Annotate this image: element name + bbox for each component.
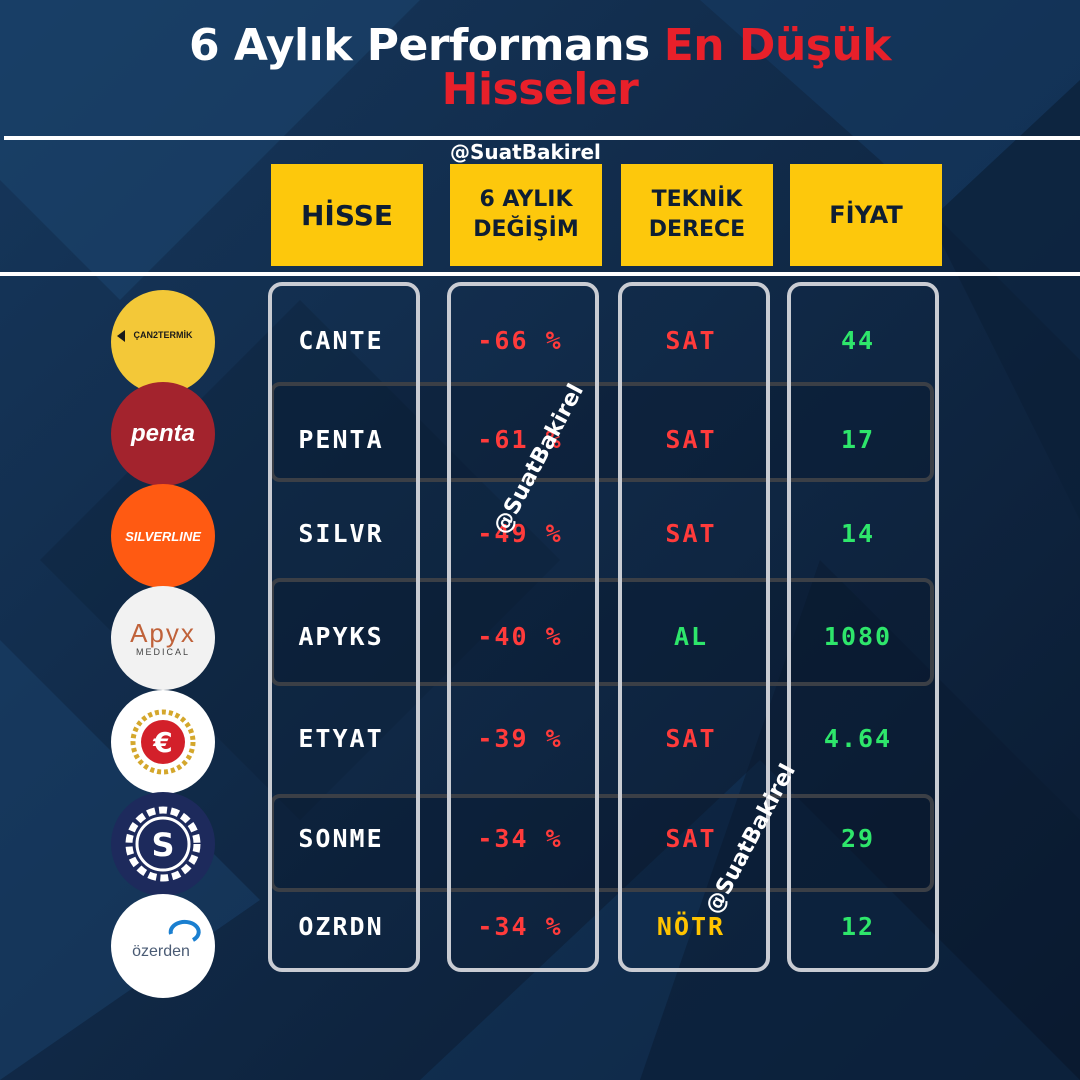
rating-cell: SAT (665, 724, 717, 753)
sonme-logo-text: S (151, 826, 174, 864)
change-cell: -34 % (477, 912, 563, 941)
column-frame-hisse (268, 282, 420, 972)
rating-cell: SAT (665, 519, 717, 548)
cante-logo-text: ÇAN2TERMİK (133, 330, 193, 340)
ticker-cell: SILVR (298, 519, 384, 548)
logo-penta: penta (111, 382, 215, 486)
column-frame-degisim (447, 282, 599, 972)
logo-ozerden: özerden (111, 894, 215, 998)
change-cell: -61 % (477, 425, 563, 454)
rating-cell: NÖTR (656, 912, 726, 941)
row-band-apyks (270, 578, 934, 686)
change-cell: -40 % (477, 622, 563, 651)
row-band-sonme (270, 794, 934, 892)
ticker-cell: CANTE (298, 326, 384, 355)
header-hisse-label: HİSSE (300, 198, 394, 232)
logo-silverline: SILVERLINE (111, 484, 215, 588)
logo-etyat: € (111, 690, 215, 794)
rating-cell: SAT (665, 425, 717, 454)
header-divider (0, 272, 1080, 276)
title-line-1: 6 Aylık Performans En Düşük (0, 22, 1080, 70)
header-teknik: TEKNİK DERECE (621, 164, 773, 266)
ozerden-logo-text: özerden (132, 943, 190, 960)
gear-icon: S (125, 806, 201, 882)
title-line-2: Hisseler (441, 64, 639, 115)
ticker-cell: SONME (298, 824, 384, 853)
euro-wreath-icon: € (130, 709, 196, 775)
header-degisim-line2: DEĞİŞİM (473, 217, 579, 242)
logo-apyx: Apyx MEDICAL (111, 586, 215, 690)
price-cell: 1080 (823, 622, 893, 651)
price-cell: 4.64 (823, 724, 893, 753)
rating-cell: SAT (665, 326, 717, 355)
ticker-cell: PENTA (298, 425, 384, 454)
ticker-cell: APYKS (298, 622, 384, 651)
title-white: 6 Aylık Performans (188, 20, 650, 71)
header-fiyat-label: FİYAT (829, 201, 903, 229)
apyx-logo-subtext: MEDICAL (135, 647, 190, 657)
column-frame-fiyat (787, 282, 939, 972)
price-cell: 44 (840, 326, 876, 355)
logo-cante: ÇAN2TERMİK (111, 290, 215, 394)
title-red: En Düşük (663, 20, 892, 71)
header-teknik-line1: TEKNİK (651, 187, 743, 212)
logo-sonme: S (111, 792, 215, 896)
cante-logo-icon: ÇAN2TERMİK (117, 330, 193, 342)
apyx-logo-text: Apyx (130, 618, 196, 648)
change-cell: -66 % (477, 326, 563, 355)
ticker-cell: OZRDN (298, 912, 384, 941)
penta-logo-text: penta (130, 420, 195, 447)
ticker-cell: ETYAT (298, 724, 384, 753)
etyat-logo-text: € (152, 726, 172, 759)
header-teknik-line2: DERECE (648, 217, 746, 242)
rating-cell: AL (673, 622, 709, 651)
header-fiyat: FİYAT (790, 164, 942, 266)
ozerden-logo-icon: özerden (132, 919, 201, 960)
header-hisse: HİSSE (271, 164, 423, 266)
header-degisim: 6 AYLIK DEĞİŞİM (450, 164, 602, 266)
price-cell: 12 (840, 912, 876, 941)
header-degisim-line1: 6 AYLIK (479, 187, 573, 212)
change-cell: -39 % (477, 724, 563, 753)
change-cell: -34 % (477, 824, 563, 853)
change-cell: -49 % (477, 519, 563, 548)
silverline-logo-text: SILVERLINE (125, 528, 201, 544)
top-divider (4, 136, 1080, 140)
price-cell: 17 (840, 425, 876, 454)
row-band-penta (270, 382, 934, 482)
rating-cell: SAT (665, 824, 717, 853)
price-cell: 14 (840, 519, 876, 548)
price-cell: 29 (840, 824, 876, 853)
watermark-top: @SuatBakirel (450, 140, 601, 164)
column-frame-teknik (618, 282, 770, 972)
